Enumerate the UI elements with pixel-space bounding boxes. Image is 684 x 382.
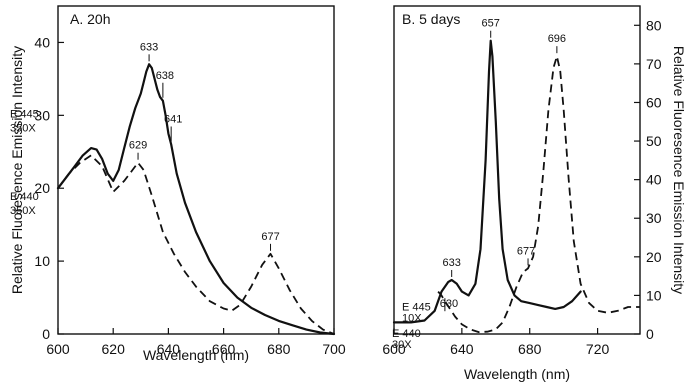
panel-b-y-axis-label: Relative Fluoresence Emission Intensity bbox=[671, 46, 684, 294]
panel-b-annotation: 633 bbox=[443, 257, 461, 269]
panel-a-series-dashed-line bbox=[57, 154, 335, 335]
panel-a-frame bbox=[57, 5, 335, 335]
panel-a-y-axis-label: Relative Fluoresence Emission Intensity bbox=[9, 46, 25, 294]
panel-b-y-tick-label: 30 bbox=[646, 210, 662, 226]
panel-a-annotation: 638 bbox=[156, 70, 174, 82]
panel-b-y-tick-label: 50 bbox=[646, 133, 662, 149]
panel-a-x-tick-label: 700 bbox=[322, 341, 346, 357]
panel-a-y-tick-label: 10 bbox=[34, 253, 50, 269]
panel-b-x-axis-label: Wavelength (nm) bbox=[464, 366, 570, 382]
panel-a-annotation: 633 bbox=[140, 41, 158, 53]
panel-a-y-tick-label: 0 bbox=[42, 326, 50, 342]
panel-a-y-tick-label: 20 bbox=[34, 180, 50, 196]
panel-b-y-tick-label: 20 bbox=[646, 249, 662, 265]
panel-a-y-tick-label: 40 bbox=[34, 34, 50, 50]
panel-b-y-tick-label: 60 bbox=[646, 94, 662, 110]
panel-b-y-tick-label: 0 bbox=[646, 326, 654, 342]
panel-a-annotation: E 445 bbox=[10, 108, 39, 120]
panel-a-x-tick-label: 660 bbox=[212, 341, 236, 357]
panel-b-annotation: 630 bbox=[440, 298, 458, 310]
panel-a-x-tick-label: 640 bbox=[157, 341, 181, 357]
panel-b-annotation: 30X bbox=[392, 339, 412, 351]
panel-a-annotation: 629 bbox=[129, 140, 147, 152]
panel-b-annotation: E 445 bbox=[402, 301, 431, 313]
panel-a-x-axis-label: Wavelength (nm) bbox=[143, 347, 249, 363]
panel-b-x-tick-label: 640 bbox=[450, 341, 474, 357]
panel-b-x-tick-label: 680 bbox=[518, 341, 542, 357]
panel-a-series bbox=[56, 63, 336, 336]
panel-b-x-tick-label: 600 bbox=[382, 341, 406, 357]
panel-b: B. 5 days 600 640 680 72001020304050607080 … bbox=[382, 5, 684, 382]
panel-b-y-tick-label: 80 bbox=[646, 17, 662, 33]
panel-a-annotation: 677 bbox=[261, 231, 279, 243]
panel-a-annotation: 350X bbox=[10, 205, 36, 217]
panel-a-x-tick-label: 680 bbox=[267, 341, 291, 357]
panel-b-y-tick-label: 10 bbox=[646, 287, 662, 303]
panel-b-title: B. 5 days bbox=[402, 11, 460, 27]
panel-b-y-tick-label: 40 bbox=[646, 172, 662, 188]
panel-a-annotation: E 440 bbox=[10, 191, 39, 203]
panel-a-annotation: 350X bbox=[10, 122, 36, 134]
panel-b-series-solid-line bbox=[392, 39, 582, 324]
panel-a-x-tick-label: 600 bbox=[46, 341, 70, 357]
panel-b-x-tick-label: 720 bbox=[586, 341, 610, 357]
panel-a-axes: 600 620 640 660 680 700 0 10 20 30 40 bbox=[34, 34, 345, 357]
panel-b-series-dashed-line bbox=[437, 55, 640, 333]
panel-b-axes: 600 640 680 720 0 10 20 30 40 50 60 70 80 bbox=[382, 17, 661, 357]
panel-b-annotation: E 440 bbox=[392, 328, 421, 340]
panel-b-annotation: 677 bbox=[517, 245, 535, 257]
panel-a-annotation: 641 bbox=[164, 113, 182, 125]
panel-b-frame bbox=[393, 5, 641, 335]
panel-b-annotation: 657 bbox=[482, 18, 500, 30]
panel-a-y-tick-label: 30 bbox=[34, 107, 50, 123]
panel-b-y-tick-label: 70 bbox=[646, 56, 662, 72]
panel-a-x-tick-label: 620 bbox=[102, 341, 126, 357]
panel-b-annotation: 10X bbox=[402, 312, 422, 324]
panel-b-series bbox=[392, 39, 640, 333]
panel-b-annotation: 696 bbox=[548, 33, 566, 45]
panel-a-series-solid-line bbox=[56, 63, 336, 336]
panel-a-title: A. 20h bbox=[70, 11, 110, 27]
panel-a-annotations: 633 638 641 629 677 E 445 350X E 440 350X bbox=[10, 41, 280, 251]
